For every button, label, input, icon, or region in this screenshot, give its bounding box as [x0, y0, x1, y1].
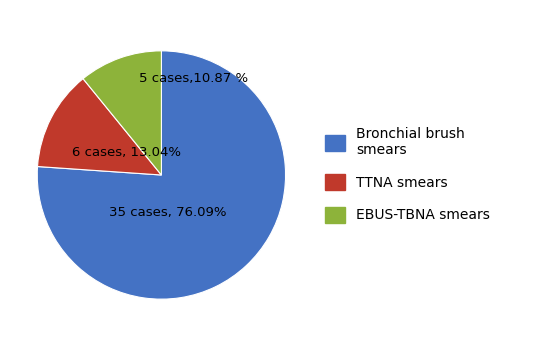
- Wedge shape: [38, 79, 161, 175]
- Legend: Bronchial brush
smears, TTNA smears, EBUS-TBNA smears: Bronchial brush smears, TTNA smears, EBU…: [319, 122, 496, 228]
- Wedge shape: [83, 51, 161, 175]
- Text: 6 cases, 13.04%: 6 cases, 13.04%: [72, 146, 181, 159]
- Wedge shape: [37, 51, 286, 299]
- Text: 35 cases, 76.09%: 35 cases, 76.09%: [109, 206, 226, 219]
- Text: 5 cases,10.87 %: 5 cases,10.87 %: [139, 72, 248, 85]
